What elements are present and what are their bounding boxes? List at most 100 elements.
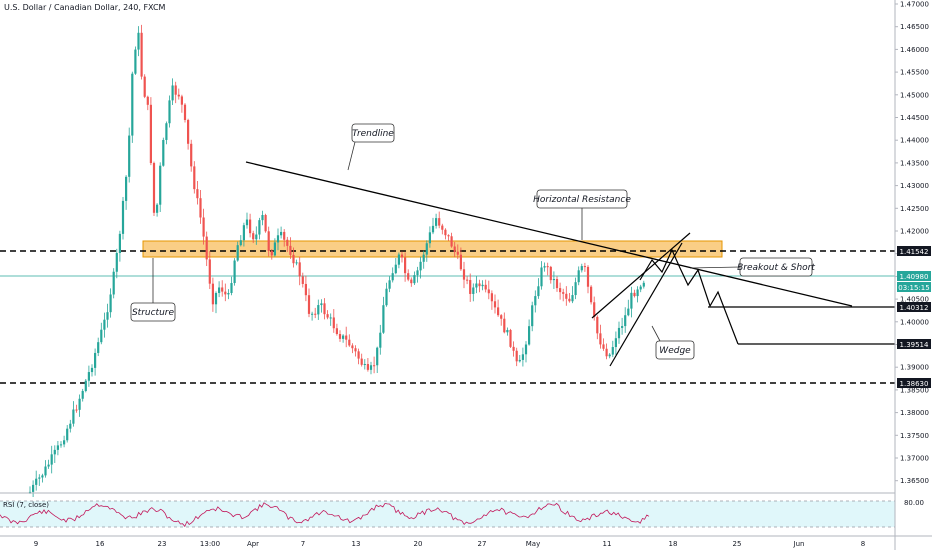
candle-body (140, 32, 143, 77)
candle-body (84, 380, 87, 391)
candle-body (444, 229, 447, 236)
candle-body (345, 335, 348, 340)
candle-body (512, 346, 515, 351)
candle-body (118, 233, 121, 254)
wedge-callout[interactable]: Wedge (651, 325, 695, 360)
candle-body (422, 254, 425, 262)
resistance-callout[interactable]: Horizontal Resistance (533, 189, 631, 240)
candle-body (94, 352, 97, 368)
level-tag-1: 1.41542 (897, 246, 931, 256)
candle-body (131, 73, 134, 136)
candle-body (425, 243, 428, 255)
time-axis: 9 16 23 13:00 Apr 7 13 20 27 May 11 18 25 Jun 8 (34, 540, 865, 548)
candle-body (611, 347, 614, 355)
candle-body (35, 478, 38, 485)
candle-body (524, 344, 528, 355)
candle-body (280, 231, 283, 236)
x-tick-label: Jun (793, 540, 805, 548)
x-tick-label: 18 (669, 540, 678, 548)
candle-body (503, 318, 506, 333)
candle-body (602, 344, 605, 349)
level-tag-1-text: 1.41542 (900, 248, 929, 256)
candle-body (75, 409, 78, 411)
trendline-callout[interactable]: Trendline (347, 123, 395, 171)
candle-body (435, 218, 438, 226)
breakout-callout[interactable]: Breakout & Short (689, 257, 815, 277)
candle-body (636, 289, 639, 297)
candle-body (456, 251, 459, 255)
y-tick-label: 1.45500 (900, 69, 929, 77)
y-tick-label: 1.44500 (900, 114, 929, 122)
candle-body (208, 259, 211, 284)
candle-body (360, 358, 363, 365)
candle-body (404, 257, 407, 274)
breakout-label: Breakout & Short (737, 263, 815, 273)
y-tick-label: 1.44000 (900, 137, 929, 145)
candle-body (106, 312, 109, 320)
candle-body (354, 348, 357, 352)
structure-callout[interactable]: Structure (130, 258, 176, 322)
candle-body (292, 254, 295, 264)
candle-body (478, 283, 481, 287)
candle-body (329, 317, 332, 319)
y-tick-label: 1.45000 (900, 91, 929, 99)
candle-body (431, 225, 435, 233)
candle-body (190, 143, 193, 167)
candle-body (270, 250, 273, 256)
candle-body (121, 200, 125, 234)
candle-body (487, 289, 490, 294)
candle-body (621, 326, 624, 328)
x-tick-label: 13 (352, 540, 361, 548)
candle-body (255, 234, 258, 240)
candle-body (534, 296, 537, 306)
x-tick-label: 25 (733, 540, 742, 548)
candle-body (69, 423, 72, 429)
y-tick-label: 1.40500 (900, 296, 929, 304)
candle-body (469, 280, 472, 294)
level-tag-2-text: 1.40312 (900, 304, 929, 312)
rsi-level-label: 80.00 (904, 499, 924, 507)
candle-body (174, 85, 177, 95)
candle-body (177, 94, 180, 97)
trendline-label: Trendline (352, 129, 394, 139)
candle-body (596, 316, 599, 334)
candle-body (32, 484, 35, 492)
candle-body (543, 266, 546, 268)
candle-body (338, 333, 342, 339)
candle-body (348, 339, 351, 346)
candle-body (295, 262, 298, 264)
candle-body (633, 292, 636, 297)
candle-body (187, 119, 190, 144)
candle-body (125, 176, 128, 201)
candle-body (286, 239, 289, 246)
candle-body (326, 314, 329, 318)
candle-body (28, 491, 32, 493)
candle-body (521, 354, 524, 360)
candle-body (593, 302, 596, 317)
candle-body (472, 287, 475, 294)
candle-body (515, 350, 518, 362)
candle-body (289, 245, 292, 255)
candle-body (531, 305, 534, 327)
candle-body (252, 233, 255, 240)
candle-body (391, 273, 394, 281)
candle-body (230, 283, 233, 294)
candle-body (552, 278, 555, 281)
candle-body (400, 254, 404, 258)
candle-body (81, 390, 84, 399)
x-tick-label: 16 (96, 540, 105, 548)
x-tick-label: 23 (158, 540, 167, 548)
candle-body (410, 279, 413, 284)
candle-body (171, 85, 174, 101)
candle-body (481, 284, 484, 287)
candle-body (608, 354, 611, 357)
y-tick-label: 1.42500 (900, 205, 929, 213)
candle-body (298, 262, 301, 277)
candle-body (276, 235, 280, 243)
level-tag-4-text: 1.38630 (900, 380, 929, 388)
candle-body (224, 291, 227, 295)
x-tick-label: Apr (247, 540, 259, 548)
y-tick-label: 1.42000 (900, 228, 929, 236)
candle-body (196, 189, 199, 199)
